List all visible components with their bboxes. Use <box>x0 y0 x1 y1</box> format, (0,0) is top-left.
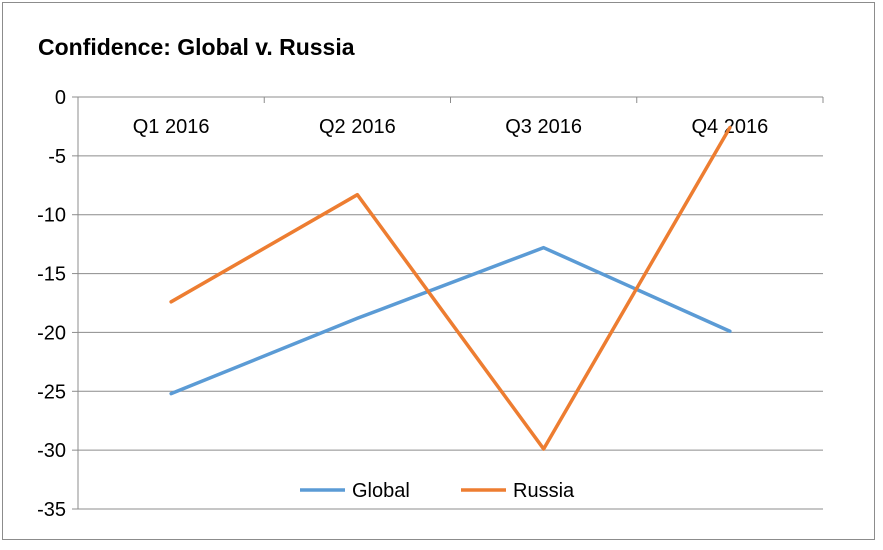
y-tick-label: -15 <box>37 264 66 286</box>
series-lines <box>169 125 732 451</box>
y-tick-label: -30 <box>37 440 66 462</box>
y-tick-label: -25 <box>37 381 66 403</box>
gridlines <box>78 155 823 510</box>
legend-label-russia: Russia <box>513 480 575 502</box>
y-tick-label: -10 <box>37 205 66 227</box>
x-tick-label: Q2 2016 <box>319 116 396 138</box>
y-tick-label: -20 <box>37 322 66 344</box>
chart-title: Confidence: Global v. Russia <box>38 34 355 60</box>
series-line-russia <box>169 125 732 451</box>
x-tick-label: Q1 2016 <box>133 116 210 138</box>
y-tick-label: -35 <box>37 499 66 521</box>
x-axis: Q1 2016 Q2 2016 Q3 2016 Q4 2016 <box>77 96 824 138</box>
y-tick-label: 0 <box>55 87 66 109</box>
x-tick-label: Q3 2016 <box>505 116 582 138</box>
y-axis: 0 -5 -10 -15 -20 -25 -30 -35 <box>37 87 79 521</box>
y-tick-label: -5 <box>48 146 66 168</box>
legend: Global Russia <box>300 480 575 502</box>
legend-label-global: Global <box>352 480 410 502</box>
